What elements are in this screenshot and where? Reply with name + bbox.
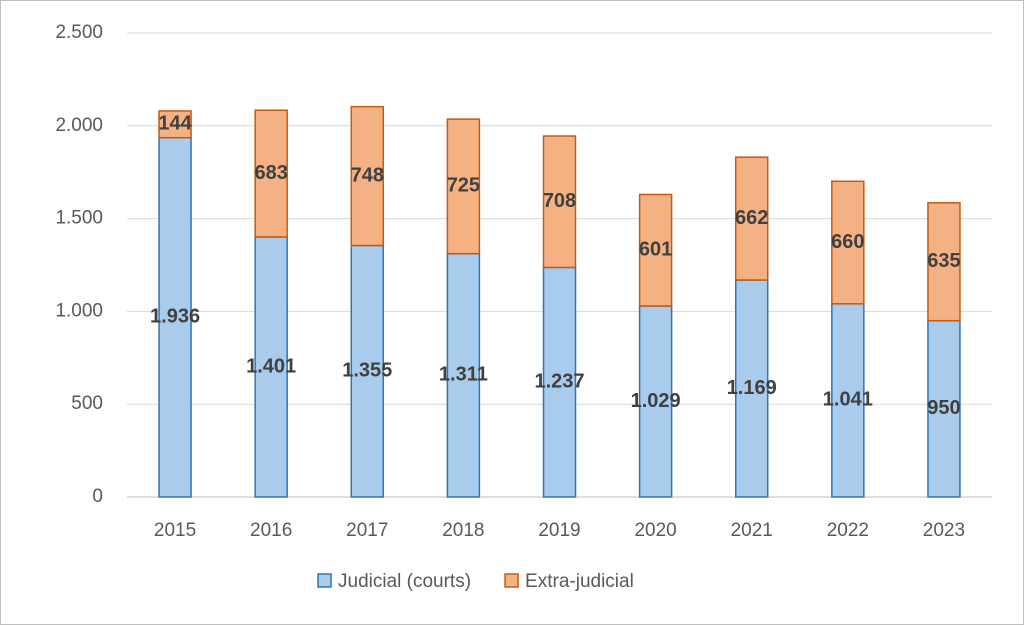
value-label: 635 xyxy=(927,250,960,272)
x-tick-label: 2019 xyxy=(538,520,580,541)
bar-segment xyxy=(542,135,577,269)
x-tick-label: 2017 xyxy=(346,520,388,541)
legend-swatch xyxy=(317,573,332,588)
bar-segment xyxy=(734,156,769,281)
x-tick-label: 2021 xyxy=(731,520,773,541)
bar-segment xyxy=(158,136,192,498)
value-label: 1.237 xyxy=(534,370,584,392)
value-label: 708 xyxy=(543,190,576,212)
bar-segment xyxy=(542,266,577,498)
x-tick-label: 2023 xyxy=(923,520,965,541)
legend-label: Extra-judicial xyxy=(525,571,634,592)
bar-segment xyxy=(927,202,961,322)
value-label: 725 xyxy=(447,175,480,197)
x-tick-label: 2020 xyxy=(634,520,676,541)
bar-segment xyxy=(254,109,288,238)
x-tick-label: 2016 xyxy=(250,520,292,541)
value-label: 660 xyxy=(831,231,864,253)
bar-segment xyxy=(734,279,769,498)
bar-segment xyxy=(254,236,288,498)
y-tick-label: 2.500 xyxy=(55,22,103,43)
value-label: 683 xyxy=(254,162,287,184)
value-label: 601 xyxy=(639,239,672,261)
bar-segment xyxy=(638,305,673,498)
bar-segment xyxy=(158,110,192,139)
x-tick-label: 2022 xyxy=(827,520,869,541)
y-tick-label: 0 xyxy=(92,486,103,507)
value-label: 1.936 xyxy=(150,306,200,328)
legend-label: Judicial (courts) xyxy=(338,571,471,592)
value-label: 950 xyxy=(927,397,960,419)
value-label: 662 xyxy=(735,207,768,229)
value-label: 1.355 xyxy=(342,360,392,382)
bar-segment xyxy=(350,244,385,498)
y-tick-label: 1.000 xyxy=(55,300,103,321)
legend-swatch xyxy=(504,573,519,588)
y-tick-label: 1.500 xyxy=(55,208,103,229)
value-label: 1.041 xyxy=(823,389,873,411)
x-tick-label: 2015 xyxy=(154,520,196,541)
bar-segment xyxy=(831,303,865,498)
value-label: 1.029 xyxy=(631,390,681,412)
bar-segment xyxy=(446,252,481,498)
bar-segment xyxy=(927,319,961,498)
y-tick-label: 2.000 xyxy=(55,115,103,136)
value-label: 144 xyxy=(158,113,192,135)
bar-segment xyxy=(638,193,673,307)
bar-segment xyxy=(350,105,385,247)
value-label: 748 xyxy=(351,164,384,186)
value-label: 1.169 xyxy=(727,377,777,399)
x-tick-label: 2018 xyxy=(442,520,484,541)
bar-segment xyxy=(831,180,865,305)
value-label: 1.401 xyxy=(246,355,296,377)
y-tick-label: 500 xyxy=(71,393,103,414)
bar-segment xyxy=(446,118,481,255)
value-label: 1.311 xyxy=(439,364,488,386)
